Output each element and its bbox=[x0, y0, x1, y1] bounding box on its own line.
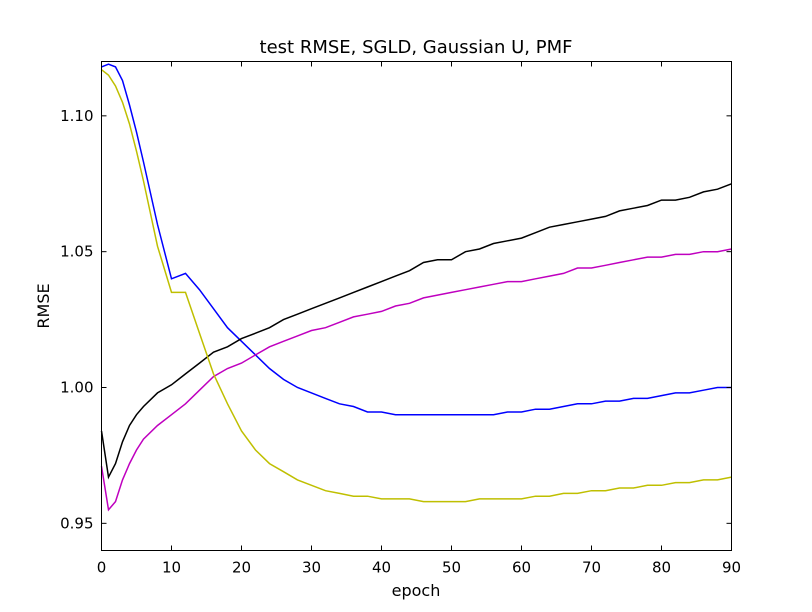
x-tick-label: 60 bbox=[512, 559, 531, 577]
x-tick-label: 40 bbox=[372, 559, 391, 577]
x-axis-label: epoch bbox=[392, 581, 441, 600]
series-line-1 bbox=[101, 63, 732, 416]
x-tick-label: 90 bbox=[722, 559, 741, 577]
series-line-4 bbox=[101, 69, 732, 503]
y-tick-label: 1.10 bbox=[60, 107, 93, 125]
tick-layer: 0 10 20 30 40 50 60 70 80 90 0.95 1.00 1.05 1.10 bbox=[60, 61, 741, 577]
x-tick-label: 80 bbox=[652, 559, 671, 577]
x-tick-label: 70 bbox=[582, 559, 601, 577]
x-tick-label: 20 bbox=[232, 559, 251, 577]
series-layer bbox=[100, 63, 732, 512]
y-tick-label: 0.95 bbox=[60, 514, 93, 532]
y-axis-label: RMSE bbox=[34, 283, 53, 328]
chart-title: test RMSE, SGLD, Gaussian U, PMF bbox=[260, 37, 573, 58]
series-line-2 bbox=[100, 183, 732, 480]
plot-area-frame bbox=[101, 61, 732, 551]
x-tick-label: 0 bbox=[97, 559, 107, 577]
x-tick-label: 30 bbox=[302, 559, 321, 577]
x-tick-label: 10 bbox=[162, 559, 181, 577]
y-tick-label: 1.05 bbox=[60, 243, 93, 261]
series-line-3 bbox=[100, 248, 732, 512]
y-tick-label: 1.00 bbox=[60, 379, 93, 397]
x-tick-label: 50 bbox=[442, 559, 461, 577]
